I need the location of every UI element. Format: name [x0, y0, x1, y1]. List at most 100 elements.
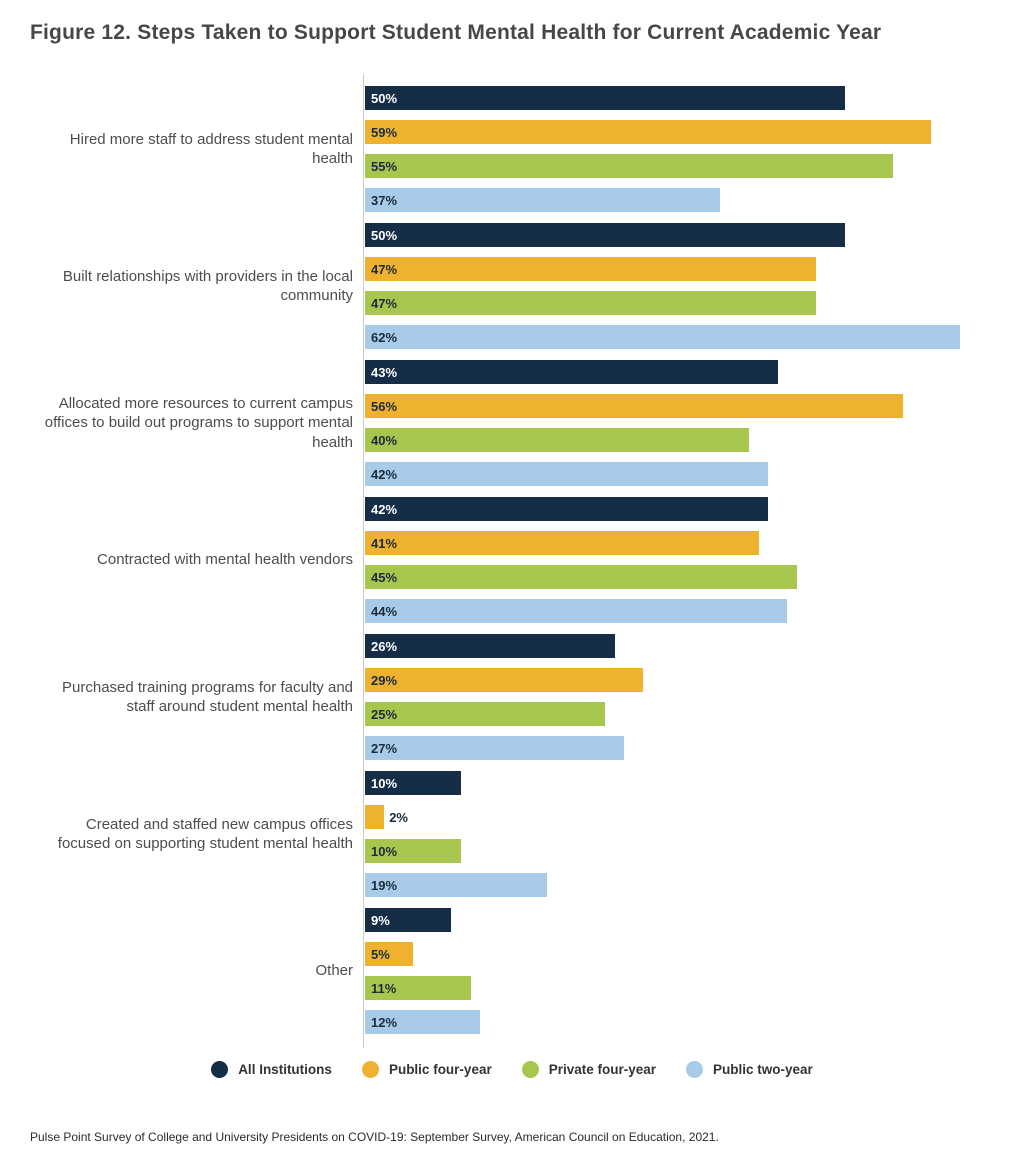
bar-group: Other 9% 5% 11% 12%	[30, 908, 1024, 1034]
bar-value-label: 47%	[371, 295, 398, 311]
bar-group: Contracted with mental health vendors 42%…	[30, 497, 1024, 623]
bar-value-label: 10%	[371, 843, 398, 859]
bar-group: Built relationships with providers in th…	[30, 223, 1024, 349]
bar-value-label: 50%	[371, 90, 398, 106]
bar-value-label: 47%	[371, 261, 398, 277]
bar-value-label: 12%	[371, 1014, 398, 1030]
bar-value-label: 43%	[371, 364, 398, 380]
category-label: Created and staffed new campus offices f…	[57, 815, 353, 852]
bar: 43%	[365, 360, 778, 384]
legend-item: Private four-year	[521, 1061, 656, 1078]
bar: 5%	[365, 942, 413, 966]
bar: 10%	[365, 839, 461, 863]
category-label: Built relationships with providers in th…	[62, 267, 353, 304]
bar-row: 62%	[365, 325, 1024, 349]
bar: 42%	[365, 462, 769, 486]
bar: 42%	[365, 497, 769, 521]
bar-group: Created and staffed new campus offices f…	[30, 771, 1024, 897]
legend-item: Public two-year	[686, 1061, 813, 1078]
bar-row: 44%	[365, 599, 1024, 623]
bar-value-label: 10%	[371, 775, 398, 791]
category-label: Other	[315, 962, 353, 980]
bar-value-label: 9%	[371, 912, 390, 928]
bar-stack: 50% 47% 47% 62%	[364, 223, 1024, 349]
bar-row: 41%	[365, 531, 1024, 555]
bar: 44%	[365, 599, 788, 623]
bar: 29%	[365, 668, 644, 692]
bar-row: 43%	[365, 360, 1024, 384]
bar-value-label: 41%	[371, 535, 398, 551]
bar-row: 12%	[365, 1010, 1024, 1034]
bar-row: 19%	[365, 873, 1024, 897]
bar-value-label: 37%	[371, 192, 398, 208]
bar: 47%	[365, 291, 817, 315]
bar-value-label: 11%	[371, 980, 397, 996]
bar-row: 2%	[365, 805, 1024, 829]
source-note: Pulse Point Survey of College and Univer…	[30, 1130, 719, 1144]
bar-value-label: 26%	[371, 638, 398, 654]
bar	[365, 805, 385, 829]
bar-value-label: 59%	[371, 124, 398, 140]
bar-row: 25%	[365, 702, 1024, 726]
bar: 12%	[365, 1010, 481, 1034]
bar-row: 26%	[365, 634, 1024, 658]
bar-chart: Hired more staff to address student ment…	[30, 74, 1024, 1048]
bar: 45%	[365, 565, 797, 589]
bar: 59%	[365, 120, 932, 144]
bar-stack: 42% 41% 45% 44%	[364, 497, 1024, 623]
bar-row: 50%	[365, 86, 1024, 110]
category-label: Hired more staff to address student ment…	[69, 130, 353, 167]
legend-label: Public four-year	[388, 1062, 492, 1077]
legend-swatch-icon	[686, 1061, 704, 1078]
category-label: Contracted with mental health vendors	[97, 551, 353, 569]
category-label: Allocated more resources to current camp…	[44, 395, 353, 451]
legend-label: Public two-year	[713, 1062, 813, 1077]
bar: 50%	[365, 223, 845, 247]
bar-value-label: 42%	[371, 501, 398, 517]
bar: 56%	[365, 394, 903, 418]
bar: 11%	[365, 976, 471, 1000]
bar: 27%	[365, 736, 625, 760]
bar: 62%	[365, 325, 961, 349]
bar-stack: 26% 29% 25% 27%	[364, 634, 1024, 760]
category-label: Purchased training programs for faculty …	[62, 678, 353, 715]
bar-value-label: 55%	[371, 158, 398, 174]
bar-row: 50%	[365, 223, 1024, 247]
bar-group: Purchased training programs for faculty …	[30, 634, 1024, 760]
bar-row: 10%	[365, 771, 1024, 795]
bar-value-label: 50%	[371, 227, 398, 243]
bar-row: 55%	[365, 154, 1024, 178]
bar: 40%	[365, 428, 749, 452]
bar: 37%	[365, 188, 721, 212]
bar-row: 40%	[365, 428, 1024, 452]
bar: 50%	[365, 86, 845, 110]
legend-item: Public four-year	[361, 1061, 492, 1078]
bar-stack: 43% 56% 40% 42%	[364, 360, 1024, 486]
bar-row: 42%	[365, 462, 1024, 486]
bar-stack: 10% 2% 10% 19%	[364, 771, 1024, 897]
bar-value-label: 44%	[371, 603, 398, 619]
bar: 47%	[365, 257, 817, 281]
bar-value-label: 5%	[371, 946, 390, 962]
bar-group: Allocated more resources to current camp…	[30, 360, 1024, 486]
bar: 55%	[365, 154, 893, 178]
bar-row: 47%	[365, 291, 1024, 315]
bar: 10%	[365, 771, 461, 795]
bar-stack: 9% 5% 11% 12%	[364, 908, 1024, 1034]
bar-row: 10%	[365, 839, 1024, 863]
legend-item: All Institutions	[211, 1061, 332, 1078]
legend-swatch-icon	[361, 1061, 379, 1078]
bar-row: 9%	[365, 908, 1024, 932]
bar-row: 56%	[365, 394, 1024, 418]
bar: 41%	[365, 531, 759, 555]
bar-value-label: 45%	[371, 569, 398, 585]
legend-swatch-icon	[211, 1061, 229, 1078]
bar-row: 5%	[365, 942, 1024, 966]
bar-value-label: 56%	[371, 398, 398, 414]
bar: 19%	[365, 873, 548, 897]
bar-value-label: 42%	[371, 466, 398, 482]
bar: 26%	[365, 634, 615, 658]
legend-label: All Institutions	[238, 1062, 332, 1077]
legend-swatch-icon	[521, 1061, 539, 1078]
bar-value-label: 25%	[371, 706, 398, 722]
